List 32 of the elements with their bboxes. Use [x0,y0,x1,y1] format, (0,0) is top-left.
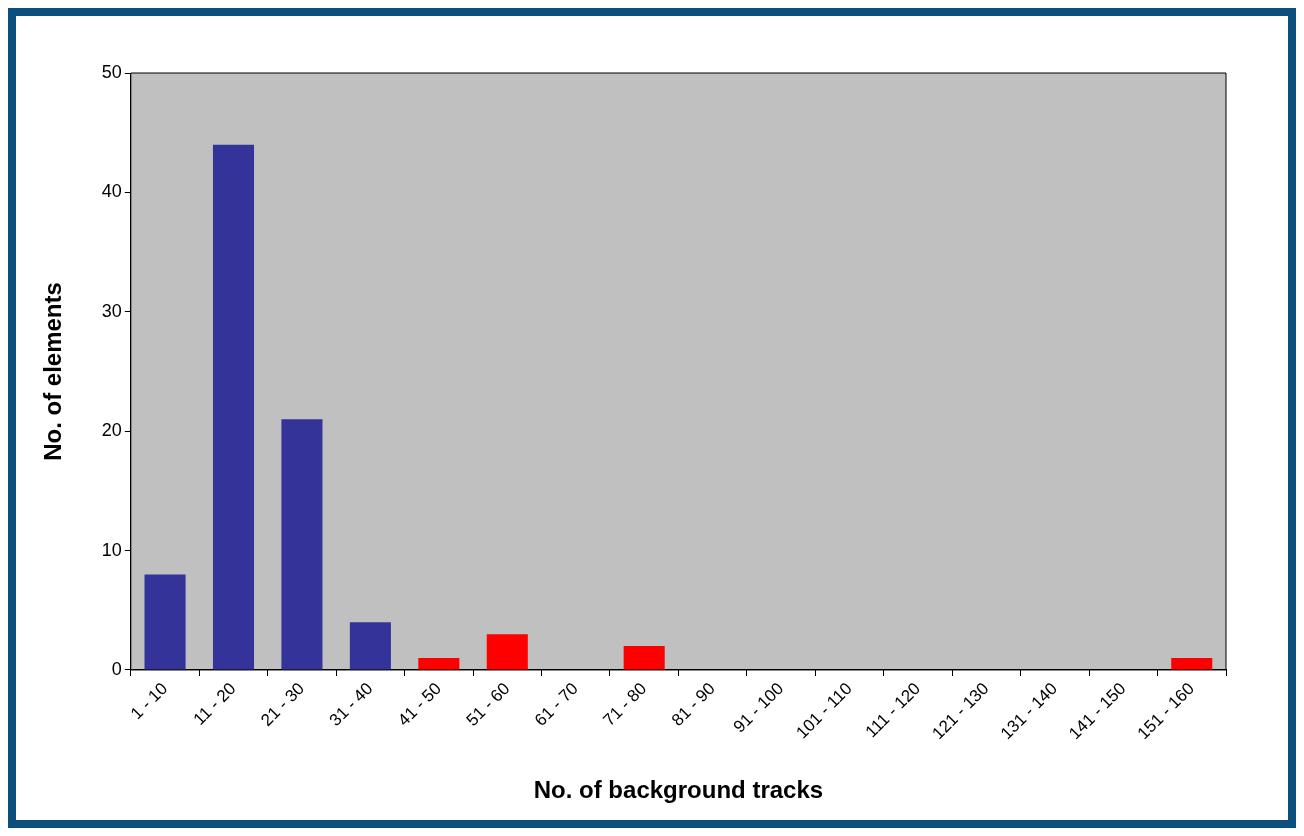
x-tick-label: 91 - 100 [729,678,788,737]
x-tick-label: 41 - 50 [394,678,445,730]
x-tick-label: 121 - 130 [928,678,993,744]
y-tick-label: 10 [101,539,122,560]
x-tick-label: 11 - 20 [189,678,240,729]
y-tick-label: 30 [101,300,122,321]
bar [212,144,255,670]
y-axis-title: No. of elements [39,282,67,461]
bar [623,646,665,670]
x-tick-label: 111 - 120 [861,678,925,742]
x-tick-label: 71 - 80 [599,678,651,730]
x-tick-label: 101 - 110 [792,678,856,743]
y-tick-label: 20 [101,420,122,441]
x-axis-title: No. of background tracks [533,776,824,804]
x-tick-label: 61 - 70 [531,678,582,730]
bar [418,658,460,670]
x-tick-label: 1 - 10 [127,678,172,724]
bar [349,622,391,670]
x-tick-label: 81 - 90 [667,678,719,730]
y-tick-label: 50 [101,61,122,82]
x-tick-label: 31 - 40 [325,678,377,730]
x-tick-label: 151 - 160 [1133,678,1198,744]
bar [486,634,528,670]
bar [144,574,186,670]
bar [1171,658,1213,670]
y-tick-label: 0 [111,658,122,679]
x-tick-label: 141 - 150 [1065,678,1130,744]
x-tick-label: 51 - 60 [462,678,514,730]
x-tick-label: 131 - 140 [996,678,1062,744]
y-tick-label: 40 [101,181,122,202]
bar [281,419,323,670]
x-tick-label: 21 - 30 [257,678,309,730]
